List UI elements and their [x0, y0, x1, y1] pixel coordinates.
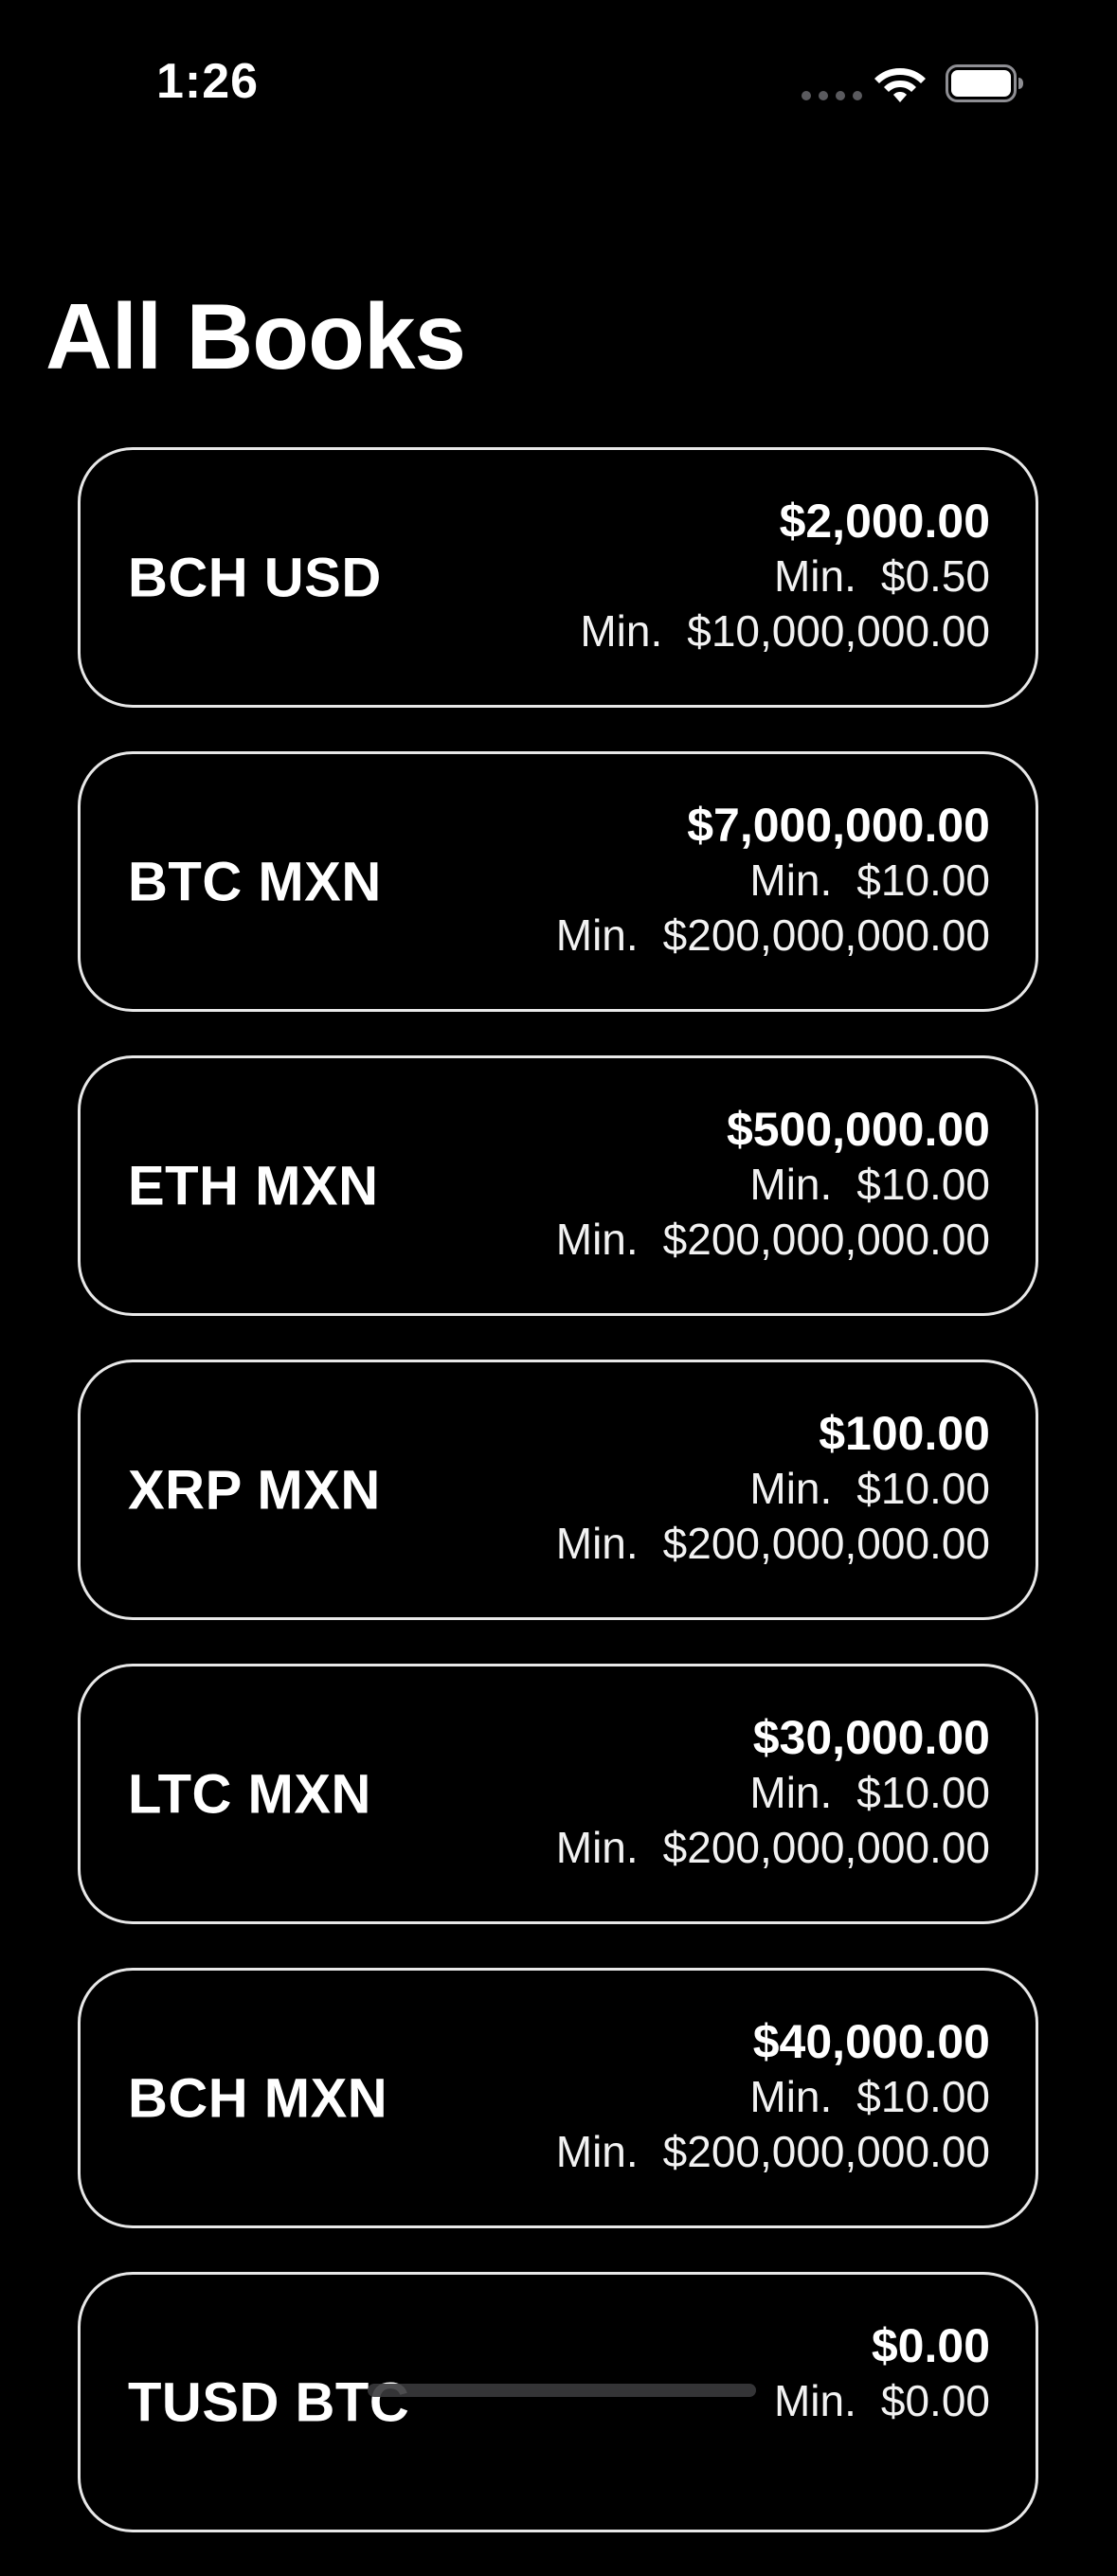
- book-price: $7,000,000.00: [687, 799, 990, 852]
- wifi-icon: [874, 68, 926, 102]
- book-name: LTC MXN: [128, 1763, 371, 1825]
- min-label: Min.: [555, 1519, 639, 1568]
- book-values: $2,000.00 Min. $0.50 Min. $10,000,000.00: [580, 494, 990, 658]
- min-label: Min.: [749, 856, 833, 905]
- book-min-row: Min. $10.00: [556, 1157, 990, 1212]
- book-min-row: Min. $0.50: [580, 549, 990, 603]
- book-min-row: Min. $200,000,000.00: [556, 1820, 990, 1875]
- book-card-bch-mxn[interactable]: BCH MXN $40,000.00 Min. $10.00 Min. $200,0…: [78, 1968, 1038, 2228]
- min-value: $200,000,000.00: [662, 1823, 990, 1872]
- book-values: $500,000.00 Min. $10.00 Min. $200,000,000.…: [556, 1102, 990, 1267]
- battery-icon: [946, 64, 1023, 102]
- book-values: $40,000.00 Min. $10.00 Min. $200,000,000.0…: [556, 2014, 990, 2179]
- min-value: $10.00: [856, 1464, 990, 1513]
- min-label: Min.: [749, 2072, 833, 2121]
- book-values: $0.00 Min. $0.00: [774, 2318, 990, 2428]
- book-min-row: Min. $10,000,000.00: [580, 603, 990, 658]
- cellular-signal-icon: [802, 91, 862, 100]
- book-price: $100.00: [819, 1407, 990, 1460]
- min-label: Min.: [749, 1160, 833, 1209]
- book-card-ltc-mxn[interactable]: LTC MXN $30,000.00 Min. $10.00 Min. $200,0…: [78, 1664, 1038, 1924]
- book-card-tusd-btc[interactable]: TUSD BTC $0.00 Min. $0.00: [78, 2272, 1038, 2532]
- book-price: $2,000.00: [779, 495, 990, 548]
- min-label: Min.: [580, 606, 663, 656]
- book-min-row: Min. $0.00: [774, 2373, 990, 2428]
- min-label: Min.: [555, 1823, 639, 1872]
- min-label: Min.: [773, 2376, 856, 2425]
- book-name: BCH USD: [128, 547, 382, 608]
- book-card-bch-usd[interactable]: BCH USD $2,000.00 Min. $0.50 Min. $10,000,…: [78, 447, 1038, 708]
- book-price: $500,000.00: [726, 1103, 990, 1156]
- min-value: $10,000,000.00: [687, 606, 990, 656]
- min-label: Min.: [555, 1215, 639, 1264]
- book-values: $100.00 Min. $10.00 Min. $200,000,000.00: [556, 1406, 990, 1571]
- min-value: $200,000,000.00: [662, 2127, 990, 2176]
- page-title: All Books: [45, 284, 466, 388]
- status-bar: 1:26: [0, 0, 1117, 142]
- book-min-row: Min. $10.00: [556, 853, 990, 908]
- book-price: $30,000.00: [752, 1711, 990, 1764]
- book-card-xrp-mxn[interactable]: XRP MXN $100.00 Min. $10.00 Min. $200,000,…: [78, 1360, 1038, 1620]
- min-value: $10.00: [856, 2072, 990, 2121]
- book-card-eth-mxn[interactable]: ETH MXN $500,000.00 Min. $10.00 Min. $200,…: [78, 1055, 1038, 1316]
- min-value: $10.00: [856, 1768, 990, 1817]
- min-value: $10.00: [856, 1160, 990, 1209]
- min-value: $200,000,000.00: [662, 1215, 990, 1264]
- min-value: $10.00: [856, 856, 990, 905]
- book-name: XRP MXN: [128, 1459, 381, 1521]
- min-label: Min.: [773, 551, 856, 601]
- min-label: Min.: [555, 2127, 639, 2176]
- book-list: BCH USD $2,000.00 Min. $0.50 Min. $10,000,…: [78, 447, 1038, 2576]
- book-min-row: Min. $200,000,000.00: [556, 2124, 990, 2179]
- book-name: ETH MXN: [128, 1155, 379, 1216]
- book-min-row: Min. $200,000,000.00: [556, 908, 990, 963]
- book-price: $0.00: [871, 2319, 990, 2372]
- home-indicator[interactable]: [368, 2384, 756, 2397]
- book-min-row: Min. $200,000,000.00: [556, 1212, 990, 1267]
- min-label: Min.: [749, 1768, 833, 1817]
- min-value: $200,000,000.00: [662, 910, 990, 960]
- book-name: BCH MXN: [128, 2067, 388, 2129]
- min-value: $0.00: [880, 2376, 990, 2425]
- book-min-row: Min. $10.00: [556, 1461, 990, 1516]
- book-min-row: Min. $10.00: [556, 2069, 990, 2124]
- book-values: $30,000.00 Min. $10.00 Min. $200,000,000.0…: [556, 1710, 990, 1875]
- book-min-row: Min. $200,000,000.00: [556, 1516, 990, 1571]
- book-min-row: Min. $10.00: [556, 1765, 990, 1820]
- book-name: BTC MXN: [128, 851, 382, 912]
- book-card-btc-mxn[interactable]: BTC MXN $7,000,000.00 Min. $10.00 Min. $20…: [78, 751, 1038, 1012]
- min-label: Min.: [749, 1464, 833, 1513]
- min-label: Min.: [555, 910, 639, 960]
- book-name: TUSD BTC: [128, 2371, 410, 2433]
- book-values: $7,000,000.00 Min. $10.00 Min. $200,000,00…: [556, 798, 990, 963]
- min-value: $200,000,000.00: [662, 1519, 990, 1568]
- min-value: $0.50: [880, 551, 990, 601]
- book-price: $40,000.00: [752, 2015, 990, 2068]
- status-time: 1:26: [156, 54, 260, 109]
